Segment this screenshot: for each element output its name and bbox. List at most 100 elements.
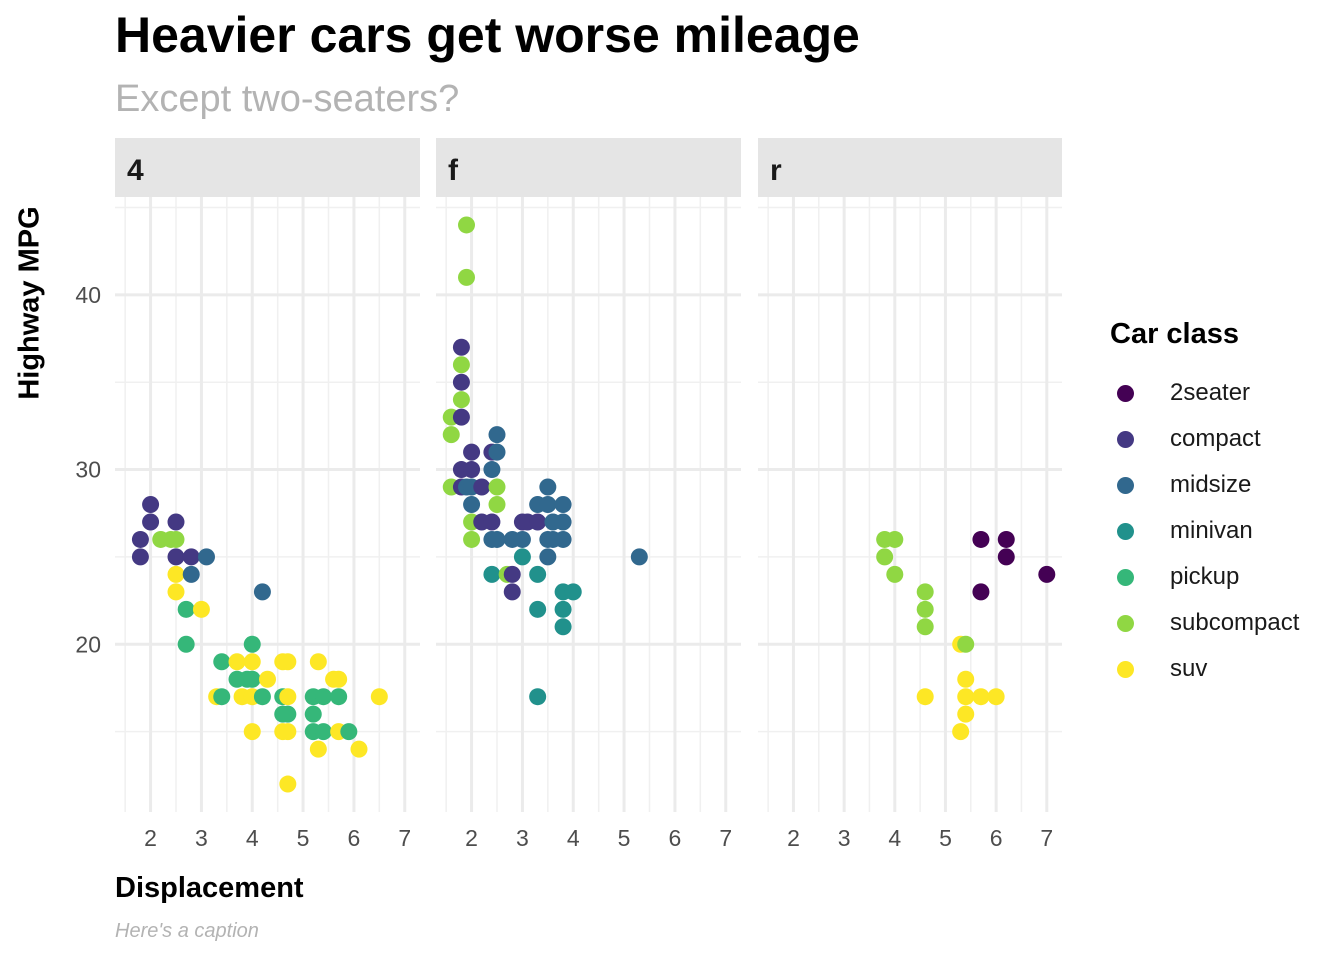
data-point [452,356,470,374]
data-point [243,670,261,688]
data-point [452,373,470,391]
data-point [539,548,557,566]
data-point [279,723,297,741]
data-point [253,688,271,706]
legend-item: midsize [1117,462,1299,508]
legend-item-label: compact [1170,425,1261,452]
x-tick-label: 6 [348,825,361,851]
data-point [309,740,327,758]
data-point [488,426,506,444]
x-tick-label: 5 [297,825,310,851]
data-point [483,565,501,583]
data-point [452,391,470,409]
data-point [529,600,547,618]
data-point [529,513,547,531]
data-point [167,530,185,548]
x-tick-label: 7 [719,825,732,851]
data-point [886,530,904,548]
data-point [340,723,358,741]
data-point [473,478,491,496]
legend-item: pickup [1117,554,1299,600]
data-point [259,670,276,688]
data-point [1038,565,1056,583]
data-point [182,565,200,583]
x-tick-label: 7 [1040,825,1053,851]
chart-caption: Here's a caption [115,920,259,942]
x-tick-label: 4 [888,825,901,851]
legend-item-label: subcompact [1170,609,1300,636]
x-tick-label: 6 [990,825,1003,851]
facet-strip-label: r [770,154,782,187]
x-axis-label: Displacement [115,872,304,904]
legend-item-label: 2seater [1170,379,1251,406]
data-point [916,618,934,636]
data-point [529,688,547,706]
legend-item: compact [1117,416,1299,462]
x-tick-label: 3 [516,825,529,851]
legend-key-dot [1117,476,1134,494]
x-tick-label: 2 [787,825,800,851]
chart-subtitle: Except two-seaters? [115,78,460,120]
data-point [957,688,975,706]
legend-item-label: suv [1170,655,1208,682]
data-point [997,548,1015,566]
data-point [483,513,501,531]
legend-item-label: pickup [1170,563,1240,590]
data-point [876,548,894,566]
data-point [131,548,149,566]
data-point [463,496,481,513]
data-point [997,530,1015,548]
data-point [916,688,934,706]
legend: 2seater compact midsize minivan pickup subcom… [1117,370,1300,692]
data-point [488,478,506,496]
data-point [554,618,572,636]
data-point [463,530,481,548]
data-point [330,670,348,688]
legend-key-dot [1117,384,1134,402]
data-point [243,723,261,741]
data-point [442,426,460,444]
data-point [279,705,297,723]
data-point [488,496,506,513]
data-point [452,338,470,356]
data-point [314,723,332,741]
data-point [503,565,521,583]
data-point [972,530,990,548]
x-tick-label: 4 [567,825,580,851]
data-point [177,600,195,618]
data-point [916,583,934,601]
legend-item-label: midsize [1170,471,1252,498]
data-point [279,653,297,671]
legend-key-dot [1117,568,1134,586]
data-point [243,635,261,653]
data-point [488,530,506,548]
data-point [957,635,975,653]
data-point [458,216,475,234]
data-point [142,513,160,531]
data-point [279,775,297,793]
data-point [167,513,185,531]
data-point [314,688,332,706]
x-tick-label: 4 [246,825,259,851]
legend-item: subcompact [1117,600,1300,646]
legend-title: Car class [1110,318,1239,350]
facet-strip [436,138,741,197]
legend-key-dot [1117,522,1134,540]
data-point [304,705,322,723]
data-point [350,740,368,758]
data-point [370,688,388,706]
data-point [564,583,582,601]
data-point [957,670,975,688]
data-point [916,600,934,618]
data-point [952,723,970,741]
data-point [529,565,547,583]
data-point [886,565,904,583]
data-point [539,496,557,513]
data-point [463,443,481,461]
facet-strip [758,138,1062,197]
data-point [463,461,481,479]
y-tick-label: 30 [75,457,101,483]
data-point [554,530,572,548]
x-tick-label: 3 [195,825,208,851]
